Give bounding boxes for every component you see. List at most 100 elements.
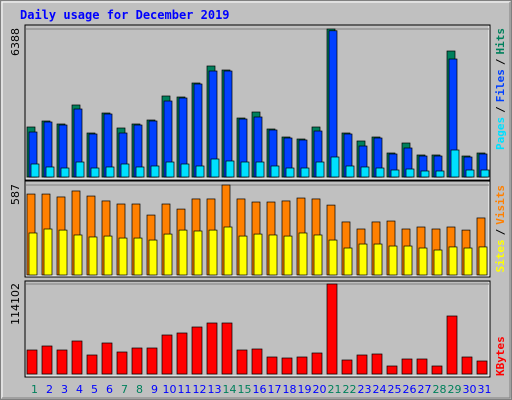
bar: [30, 163, 40, 178]
legend-entry: KBytes: [494, 336, 507, 376]
bar: [45, 166, 55, 178]
bar: [416, 358, 428, 375]
bar: [133, 237, 143, 276]
bar: [465, 169, 475, 178]
x-tick-label: 4: [76, 383, 83, 396]
bar: [163, 233, 173, 276]
x-tick-label: 27: [418, 383, 432, 396]
x-tick-label: 5: [91, 383, 98, 396]
legend-entry: Hits: [494, 28, 507, 55]
bar: [150, 165, 160, 178]
bar: [418, 247, 428, 276]
bar: [101, 342, 113, 375]
bar: [266, 356, 278, 375]
x-tick-label: 14: [223, 383, 237, 396]
bar: [146, 347, 158, 375]
x-tick-label: 26: [403, 383, 417, 396]
y-tick-label: 6388: [9, 28, 22, 56]
bar: [221, 322, 233, 375]
bar: [313, 234, 323, 276]
x-tick-label: 12: [193, 383, 207, 396]
legend-separator: /: [494, 106, 507, 113]
bar: [268, 234, 278, 276]
x-tick-label: 18: [283, 383, 297, 396]
bar: [341, 359, 353, 375]
bar: [176, 332, 188, 375]
x-tick-label: 9: [151, 383, 158, 396]
bar: [255, 161, 265, 178]
x-tick-label: 2: [46, 383, 53, 396]
x-tick-label: 1: [31, 383, 38, 396]
bar: [371, 353, 383, 375]
bar: [463, 247, 473, 276]
bar: [210, 158, 220, 178]
bar: [326, 283, 338, 375]
x-tick-label: 8: [136, 383, 143, 396]
x-tick-label: 15: [238, 383, 252, 396]
bar: [135, 166, 145, 178]
bar: [90, 167, 100, 178]
bar: [478, 246, 488, 276]
bar: [311, 352, 323, 375]
bar: [86, 354, 98, 375]
bar: [388, 245, 398, 276]
x-tick-label: 22: [343, 383, 357, 396]
bar: [71, 340, 83, 375]
x-tick-label: 30: [463, 383, 477, 396]
x-tick-label: 3: [61, 383, 68, 396]
x-tick-label: 28: [433, 383, 447, 396]
bar: [206, 322, 218, 375]
bar: [330, 156, 340, 178]
bar: [431, 365, 443, 375]
bar: [180, 163, 190, 178]
bar: [300, 167, 310, 178]
bar: [191, 326, 203, 375]
x-tick-label: 13: [208, 383, 222, 396]
bar: [373, 243, 383, 276]
bar: [116, 351, 128, 375]
bar: [328, 30, 338, 178]
legend: KBytes: [494, 336, 507, 376]
bar: [60, 167, 70, 178]
bar: [315, 161, 325, 178]
legend-entry: Pages: [494, 117, 507, 150]
bar: [375, 167, 385, 178]
bar: [225, 160, 235, 178]
x-tick-label: 23: [358, 383, 372, 396]
bar: [120, 163, 130, 178]
bar: [56, 349, 68, 375]
y-tick-label: 587: [9, 184, 22, 205]
bar: [298, 232, 308, 276]
bar: [296, 356, 308, 375]
bar: [360, 166, 370, 178]
bar: [43, 228, 53, 276]
x-tick-label: 19: [298, 383, 312, 396]
x-tick-label: 31: [478, 383, 492, 396]
bar: [193, 83, 203, 178]
bar: [446, 315, 458, 375]
x-tick-label: 25: [388, 383, 402, 396]
chart-title: Daily usage for December 2019: [20, 8, 230, 22]
bar: [358, 243, 368, 276]
legend-entry: Sites: [494, 239, 507, 272]
bar: [208, 229, 218, 276]
bar: [195, 165, 205, 178]
bar: [58, 229, 68, 276]
bar: [345, 165, 355, 178]
x-tick-label: 6: [106, 383, 113, 396]
x-tick-label: 21: [328, 383, 342, 396]
bar: [73, 234, 83, 276]
x-tick-label: 7: [121, 383, 128, 396]
bar: [148, 239, 158, 276]
bar: [253, 233, 263, 276]
legend-separator: /: [494, 58, 507, 65]
bar: [240, 161, 250, 178]
bar: [165, 161, 175, 178]
x-tick-label: 11: [178, 383, 192, 396]
bar: [356, 354, 368, 375]
x-tick-label: 16: [253, 383, 267, 396]
bar: [461, 356, 473, 375]
bar: [386, 365, 398, 375]
